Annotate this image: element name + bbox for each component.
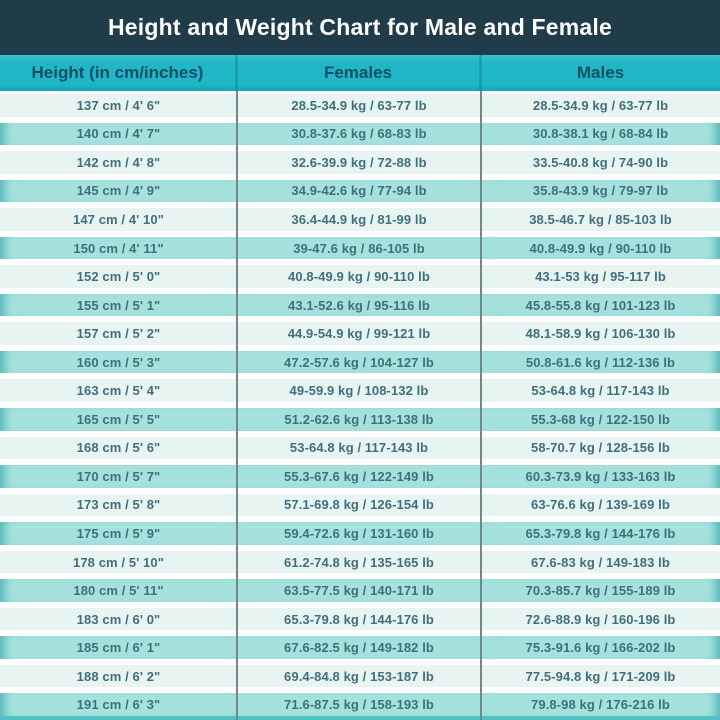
table-row: 150 cm / 4' 11" 39-47.6 kg / 86-105 lb 40.…: [0, 233, 720, 263]
height-cell: 160 cm / 5' 3": [76, 354, 161, 370]
males-cell: 50.8-61.6 kg / 112-136 lb: [525, 354, 676, 370]
females-cell: 57.1-69.8 kg / 126-154 lb: [284, 497, 434, 513]
column-header-females: Females: [237, 55, 481, 91]
males-cell: 63-76.6 kg / 139-169 lb: [531, 497, 670, 513]
height-cell: 145 cm / 4' 9": [76, 183, 161, 199]
males-cell: 70.3-85.7 kg / 155-189 lb: [525, 583, 676, 599]
height-cell: 142 cm / 4' 8": [76, 154, 161, 170]
table-row: 180 cm / 5' 11" 63.5-77.5 kg / 140-171 lb…: [0, 576, 720, 605]
males-cell: 48.1-58.9 kg / 106-130 lb: [525, 326, 676, 342]
table-row: 137 cm / 4' 6" 28.5-34.9 kg / 63-77 lb 28.…: [0, 91, 720, 120]
table-row: 165 cm / 5' 5" 51.2-62.6 kg / 113-138 lb 5…: [0, 405, 720, 434]
height-cell: 157 cm / 5' 2": [76, 326, 161, 342]
females-cell: 59.4-72.6 kg / 131-160 lb: [284, 525, 434, 541]
table-row: 183 cm / 6' 0" 65.3-79.8 kg / 144-176 lb 7…: [0, 604, 720, 634]
table-row: 147 cm / 4' 10" 36.4-44.9 kg / 81-99 lb 38…: [0, 205, 720, 234]
males-cell: 43.1-53 kg / 95-117 lb: [535, 269, 666, 285]
females-cell: 34.9-42.6 kg / 77-94 lb: [291, 183, 427, 199]
table-row: 140 cm / 4' 7" 30.8-37.6 kg / 68-83 lb 30.…: [0, 119, 720, 149]
males-cell: 30.8-38.1 kg / 68-84 lb: [532, 126, 669, 142]
females-cell: 67.6-82.5 kg / 149-182 lb: [284, 640, 434, 656]
table-row: 155 cm / 5' 1" 43.1-52.6 kg / 95-116 lb 45…: [0, 290, 720, 320]
table-header-row: Height (in cm/inches) Females Males: [0, 55, 720, 91]
females-cell: 28.5-34.9 kg / 63-77 lb: [291, 97, 427, 113]
females-cell: 65.3-79.8 kg / 144-176 lb: [284, 611, 434, 627]
females-cell: 69.4-84.8 kg / 153-187 lb: [284, 668, 434, 684]
table-row: 157 cm / 5' 2" 44.9-54.9 kg / 99-121 lb 48…: [0, 319, 720, 348]
height-cell: 150 cm / 4' 11": [73, 240, 164, 256]
height-cell: 147 cm / 4' 10": [73, 211, 164, 227]
height-cell: 170 cm / 5' 7": [76, 468, 161, 484]
males-cell: 75.3-91.6 kg / 166-202 lb: [525, 640, 676, 656]
table-row: 168 cm / 5' 6" 53-64.8 kg / 117-143 lb 58-…: [0, 433, 720, 463]
females-cell: 61.2-74.8 kg / 135-165 lb: [284, 554, 434, 570]
females-cell: 32.6-39.9 kg / 72-88 lb: [291, 154, 427, 170]
height-cell: 168 cm / 5' 6": [76, 440, 161, 456]
males-cell: 45.8-55.8 kg / 101-123 lb: [525, 297, 676, 313]
males-cell: 38.5-46.7 kg / 85-103 lb: [529, 211, 672, 227]
females-cell: 44.9-54.9 kg / 99-121 lb: [287, 326, 431, 342]
males-cell: 60.3-73.9 kg / 133-163 lb: [525, 468, 676, 484]
table-row: 178 cm / 5' 10" 61.2-74.8 kg / 135-165 lb…: [0, 547, 720, 577]
height-cell: 152 cm / 5' 0": [76, 269, 161, 285]
height-cell: 178 cm / 5' 10": [73, 554, 164, 570]
females-cell: 40.8-49.9 kg / 90-110 lb: [288, 269, 430, 285]
females-cell: 43.1-52.6 kg / 95-116 lb: [288, 297, 430, 313]
females-cell: 36.4-44.9 kg / 81-99 lb: [291, 211, 427, 227]
height-cell: 188 cm / 6' 2": [76, 668, 161, 684]
females-cell: 49-59.9 kg / 108-132 lb: [289, 383, 429, 399]
males-cell: 77.5-94.8 kg / 171-209 lb: [525, 668, 676, 684]
table-row: 145 cm / 4' 9" 34.9-42.6 kg / 77-94 lb 35.…: [0, 176, 720, 206]
males-cell: 40.8-49.9 kg / 90-110 lb: [529, 240, 672, 256]
height-cell: 180 cm / 5' 11": [73, 583, 164, 599]
column-header-height: Height (in cm/inches): [0, 55, 237, 91]
females-cell: 30.8-37.6 kg / 68-83 lb: [291, 126, 427, 142]
males-cell: 53-64.8 kg / 117-143 lb: [531, 383, 670, 399]
title-bar: Height and Weight Chart for Male and Fem…: [0, 0, 720, 55]
table-row: 173 cm / 5' 8" 57.1-69.8 kg / 126-154 lb 6…: [0, 490, 720, 520]
males-cell: 65.3-79.8 kg / 144-176 lb: [525, 525, 676, 541]
females-cell: 47.2-57.6 kg / 104-127 lb: [284, 354, 434, 370]
females-cell: 53-64.8 kg / 117-143 lb: [289, 440, 429, 456]
females-cell: 63.5-77.5 kg / 140-171 lb: [284, 583, 434, 599]
table-row: 142 cm / 4' 8" 32.6-39.9 kg / 72-88 lb 33.…: [0, 148, 720, 177]
height-cell: 185 cm / 6' 1": [76, 640, 161, 656]
page-title: Height and Weight Chart for Male and Fem…: [107, 14, 612, 40]
males-cell: 67.6-83 kg / 149-183 lb: [531, 554, 670, 570]
females-cell: 55.3-67.6 kg / 122-149 lb: [284, 468, 434, 484]
table-row: 170 cm / 5' 7" 55.3-67.6 kg / 122-149 lb 6…: [0, 462, 720, 491]
column-header-males: Males: [576, 63, 625, 82]
table-row: 163 cm / 5' 4" 49-59.9 kg / 108-132 lb 53-…: [0, 376, 720, 406]
height-cell: 137 cm / 4' 6": [76, 97, 161, 113]
females-cell: 39-47.6 kg / 86-105 lb: [293, 240, 425, 256]
table-body: 137 cm / 4' 6" 28.5-34.9 kg / 63-77 lb 28.…: [0, 91, 720, 720]
females-cell: 51.2-62.6 kg / 113-138 lb: [284, 411, 434, 427]
table-row: 191 cm / 6' 3" 71.6-87.5 kg / 158-193 lb 7…: [0, 690, 720, 720]
height-cell: 173 cm / 5' 8": [76, 497, 161, 513]
table-row: 152 cm / 5' 0" 40.8-49.9 kg / 90-110 lb 43…: [0, 262, 720, 291]
height-cell: 175 cm / 5' 9": [76, 525, 161, 541]
males-cell: 28.5-34.9 kg / 63-77 lb: [532, 97, 669, 113]
males-cell: 55.3-68 kg / 122-150 lb: [531, 411, 670, 427]
table-row: 185 cm / 6' 1" 67.6-82.5 kg / 149-182 lb 7…: [0, 633, 720, 662]
table-row: 175 cm / 5' 9" 59.4-72.6 kg / 131-160 lb 6…: [0, 519, 720, 548]
males-cell: 35.8-43.9 kg / 79-97 lb: [532, 183, 669, 199]
males-cell: 72.6-88.9 kg / 160-196 lb: [525, 611, 676, 627]
males-cell: 58-70.7 kg / 128-156 lb: [531, 440, 670, 456]
height-cell: 155 cm / 5' 1": [76, 297, 161, 313]
height-cell: 183 cm / 6' 0": [76, 611, 161, 627]
height-cell: 191 cm / 6' 3": [76, 697, 161, 713]
males-cell: 33.5-40.8 kg / 74-90 lb: [532, 154, 669, 170]
table-row: 160 cm / 5' 3" 47.2-57.6 kg / 104-127 lb 5…: [0, 347, 720, 377]
table-row: 188 cm / 6' 2" 69.4-84.8 kg / 153-187 lb 7…: [0, 661, 720, 691]
males-cell: 79.8-98 kg / 176-216 lb: [531, 697, 670, 713]
females-cell: 71.6-87.5 kg / 158-193 lb: [284, 697, 434, 713]
height-cell: 140 cm / 4' 7": [76, 126, 161, 142]
height-cell: 165 cm / 5' 5": [76, 411, 161, 427]
height-cell: 163 cm / 5' 4": [76, 383, 161, 399]
